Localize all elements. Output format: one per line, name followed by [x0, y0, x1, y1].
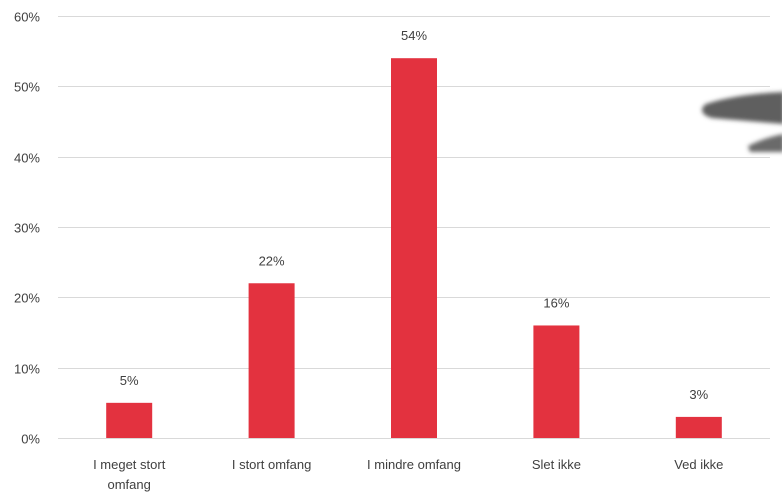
x-category-label: Slet ikke: [532, 457, 581, 472]
blurred-object: [702, 92, 782, 153]
x-category-label-line: Ved ikke: [674, 457, 723, 472]
y-tick-label: 0%: [21, 432, 40, 447]
bar: [248, 283, 295, 438]
y-axis-tick-labels: 0% 10% 20% 30% 40% 50% 60%: [14, 10, 40, 447]
x-category-label: I stort omfang: [232, 457, 311, 472]
data-label: 22%: [259, 253, 285, 268]
y-tick-label: 20%: [14, 291, 40, 306]
x-axis-category-labels: I meget stort omfang I stort omfang I mindr…: [93, 457, 723, 492]
blurred-shape: [748, 134, 782, 153]
data-label: 5%: [120, 373, 139, 388]
data-labels: 5% 22% 54% 16% 3%: [120, 28, 709, 402]
data-label: 54%: [401, 28, 427, 43]
y-tick-label: 30%: [14, 221, 40, 236]
x-category-label: I mindre omfang: [367, 457, 461, 472]
bar: [391, 58, 437, 438]
x-category-label-line: I meget stort: [93, 457, 166, 472]
blurred-shape: [702, 92, 782, 124]
y-tick-label: 40%: [14, 151, 40, 166]
bar: [106, 402, 153, 438]
x-category-label-line: I stort omfang: [232, 457, 311, 472]
y-tick-label: 50%: [14, 80, 40, 95]
x-category-label-line: Slet ikke: [532, 457, 581, 472]
y-tick-label: 60%: [14, 10, 40, 25]
x-category-label: I meget stort omfang: [93, 457, 166, 492]
bar: [675, 416, 722, 438]
bar: [533, 325, 580, 438]
x-category-label: Ved ikke: [674, 457, 723, 472]
y-tick-label: 10%: [14, 362, 40, 377]
x-category-label-line: I mindre omfang: [367, 457, 461, 472]
data-label: 16%: [543, 295, 569, 310]
data-label: 3%: [689, 387, 708, 402]
x-category-label-line: omfang: [108, 477, 151, 492]
bars: [106, 58, 722, 438]
